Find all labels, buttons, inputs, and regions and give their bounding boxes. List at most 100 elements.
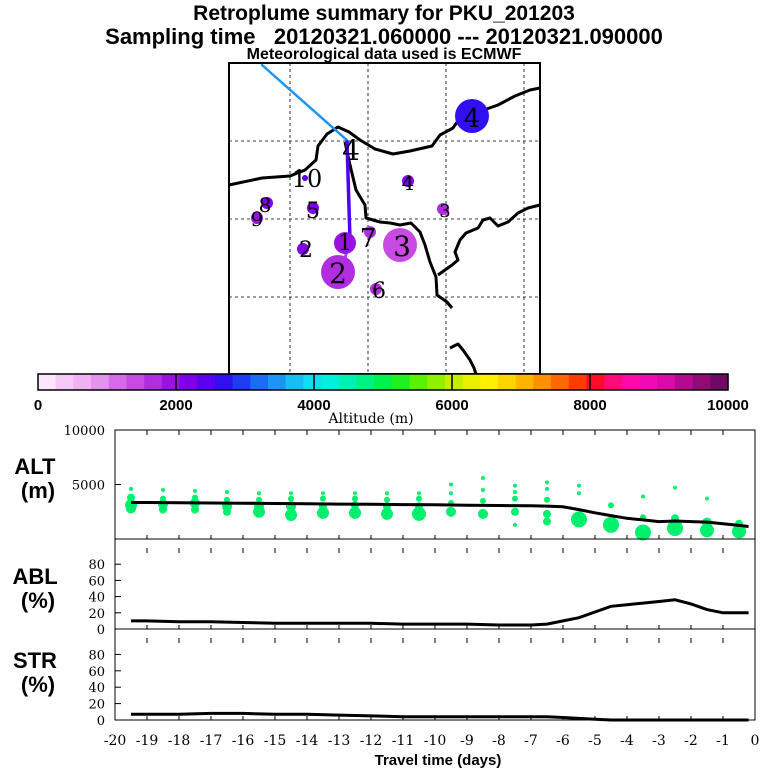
map-marker-label: 3 [439,201,450,222]
alt-y-tick-label: 10000 [64,424,105,439]
alt-point [641,494,645,499]
alt-ylabel-line1: ALT [14,454,56,479]
alt-scatter-points [125,475,746,541]
alt-point [320,495,326,502]
abl-ylabel-line1: ABL [13,564,58,589]
colorbar-cell [621,374,641,390]
map-marker-label: 4 [464,104,481,134]
alt-point [571,511,587,528]
map-marker-label: 8 [259,193,272,217]
coastlines [228,86,541,375]
colorbar-cell [444,374,464,390]
str-ylabel-line2: (%) [21,672,55,697]
colorbar-cell [303,374,322,390]
alt-point [288,495,294,502]
map-plume-marker [251,212,263,224]
colorbar-cell [197,374,216,390]
map-marker-label: 9 [251,207,264,231]
colorbar-cell [657,374,676,390]
alt-point [285,509,297,522]
alt-point [513,490,517,495]
alt-point [673,485,677,490]
alt-point [417,491,421,496]
sampling-time-title: Sampling time 20120321.060000 --- 201203… [105,24,663,49]
meteo-data-title: Meteorological data used is ECMWF [246,46,522,63]
x-tick-label: -4 [620,733,634,749]
x-tick-label: -2 [684,733,698,749]
abl-ylabel: ABL (%) [13,564,64,613]
map-plume-marker [455,99,489,133]
colorbar-tick-labels: 0 2000 4000 6000 8000 10000 [34,397,749,414]
map-marker-label: 5 [306,199,320,224]
alt-point [416,495,422,502]
map-marker-label: 4 [402,171,415,195]
str-ylabel: STR (%) [13,648,63,697]
colorbar-tick-label: 10000 [707,397,749,414]
pct-y-tick-label: 60 [88,574,105,589]
colorbar-cell [391,374,411,390]
colorbar-cell [55,374,74,390]
alt-point [705,496,709,501]
map-marker-label: 4 [342,134,360,167]
colorbar-cell [515,374,534,390]
coastline-bay [343,141,454,309]
colorbar-cell [38,374,57,390]
map-plume-marker [297,243,309,255]
x-axis-label: Travel time (days) [375,752,502,768]
pct-y-tick-label: 80 [88,558,105,573]
trajectory-lower-segment [345,140,352,242]
colorbar-cell [639,374,658,390]
map-marker-label: 6 [372,279,386,304]
alt-point [481,487,485,492]
abl-line [131,598,749,627]
alt-point [381,507,393,520]
alt-point [577,491,581,496]
colorbar-cell [321,374,340,390]
x-tick-label: -13 [328,733,351,749]
alt-point [384,496,390,503]
map-marker-label: 3 [393,230,411,263]
map-marker-label: 2 [329,257,347,290]
alt-point [223,507,231,516]
pct-y-tick-label: 40 [88,681,105,696]
map-plume-marker [302,175,308,181]
map-plume-marker [261,197,273,209]
pct-y-tick-label: 80 [88,648,105,663]
pct-y-tick-label: 0 [97,623,105,638]
alt-point [513,483,517,488]
map-plume-marker [402,175,414,187]
x-tick-label: 0 [751,733,760,749]
alt-point [700,523,714,538]
colorbar-cell [268,374,287,390]
colorbar-frame [37,373,729,391]
str-line [131,711,749,722]
colorbar-tick-label: 6000 [435,397,468,414]
alt-point [126,503,136,514]
x-tick-label: -1 [716,733,730,749]
coastline-north [228,86,541,187]
colorbar-cell [586,374,605,390]
colorbar-cell [480,374,499,390]
colorbar-cell [604,374,623,390]
colorbar-tick-label: 0 [34,397,42,414]
alt-point [289,491,293,496]
colorbar-cell [232,374,251,390]
colorbar-cell [338,374,358,390]
x-tick-label: -19 [136,733,159,749]
x-tick-label: -12 [360,733,383,749]
colorbar-cell [498,374,517,390]
colorbar-cell [285,374,304,390]
alt-point [511,507,519,516]
pct-y-tick-label: 20 [88,698,105,713]
alt-point [385,491,389,496]
alt-point [192,494,198,501]
alt-point [352,495,358,502]
x-tick-label: -16 [232,733,255,749]
map-marker-label: 10 [292,165,323,193]
colorbar-xlabel: Altitude (m) [327,411,413,427]
chart-title: Retroplume summary for PKU_201203 [193,2,575,25]
